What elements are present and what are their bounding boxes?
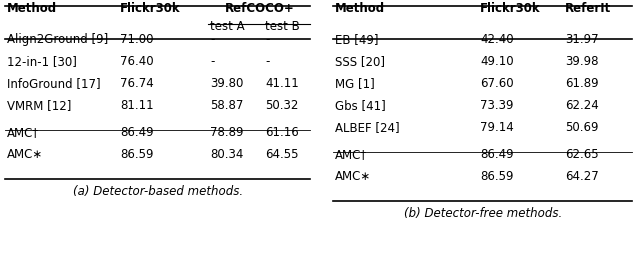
- Text: Align2Ground [9]: Align2Ground [9]: [7, 33, 108, 46]
- Text: 42.40: 42.40: [480, 33, 514, 46]
- Text: (b) Detector-free methods.: (b) Detector-free methods.: [404, 206, 563, 219]
- Text: (a) Detector-based methods.: (a) Detector-based methods.: [74, 184, 244, 197]
- Text: 58.87: 58.87: [210, 99, 243, 112]
- Text: 62.65: 62.65: [565, 147, 598, 160]
- Text: 50.69: 50.69: [565, 121, 598, 133]
- Text: Flickr30k: Flickr30k: [480, 2, 541, 15]
- Text: 86.49: 86.49: [120, 125, 154, 138]
- Text: -: -: [210, 33, 214, 46]
- Text: 62.24: 62.24: [565, 99, 599, 112]
- Text: 61.16: 61.16: [265, 125, 299, 138]
- Text: 71.00: 71.00: [120, 33, 154, 46]
- Text: 61.89: 61.89: [565, 77, 598, 90]
- Text: 86.59: 86.59: [120, 147, 154, 160]
- Text: Gbs [41]: Gbs [41]: [335, 99, 386, 112]
- Text: MG [1]: MG [1]: [335, 77, 375, 90]
- Text: 50.32: 50.32: [265, 99, 298, 112]
- Text: -: -: [210, 55, 214, 68]
- Text: 86.49: 86.49: [480, 147, 514, 160]
- Text: test A: test A: [210, 20, 244, 33]
- Text: Method: Method: [335, 2, 385, 15]
- Text: 64.55: 64.55: [265, 147, 298, 160]
- Text: ReferIt: ReferIt: [565, 2, 611, 15]
- Text: Method: Method: [7, 2, 57, 15]
- Text: 78.89: 78.89: [210, 125, 243, 138]
- Text: test B: test B: [265, 20, 300, 33]
- Text: 81.11: 81.11: [120, 99, 154, 112]
- Text: AMC∗: AMC∗: [7, 147, 44, 160]
- Text: AMC†: AMC†: [7, 125, 39, 138]
- Text: 31.97: 31.97: [565, 33, 598, 46]
- Text: 79.14: 79.14: [480, 121, 514, 133]
- Text: 76.74: 76.74: [120, 77, 154, 90]
- Text: 39.98: 39.98: [565, 55, 598, 68]
- Text: 73.39: 73.39: [480, 99, 513, 112]
- Text: -: -: [265, 55, 269, 68]
- Text: 39.80: 39.80: [210, 77, 243, 90]
- Text: ALBEF [24]: ALBEF [24]: [335, 121, 399, 133]
- Text: AMC∗: AMC∗: [335, 169, 371, 182]
- Text: RefCOCO+: RefCOCO+: [225, 2, 295, 15]
- Text: EB [49]: EB [49]: [335, 33, 378, 46]
- Text: Flickr30k: Flickr30k: [120, 2, 180, 15]
- Text: 64.27: 64.27: [565, 169, 599, 182]
- Text: VMRM [12]: VMRM [12]: [7, 99, 72, 112]
- Text: -: -: [265, 33, 269, 46]
- Text: 76.40: 76.40: [120, 55, 154, 68]
- Text: 80.34: 80.34: [210, 147, 243, 160]
- Text: InfoGround [17]: InfoGround [17]: [7, 77, 100, 90]
- Text: SSS [20]: SSS [20]: [335, 55, 385, 68]
- Text: 86.59: 86.59: [480, 169, 513, 182]
- Text: 67.60: 67.60: [480, 77, 514, 90]
- Text: 41.11: 41.11: [265, 77, 299, 90]
- Text: AMC†: AMC†: [335, 147, 367, 160]
- Text: 49.10: 49.10: [480, 55, 514, 68]
- Text: 12-in-1 [30]: 12-in-1 [30]: [7, 55, 77, 68]
